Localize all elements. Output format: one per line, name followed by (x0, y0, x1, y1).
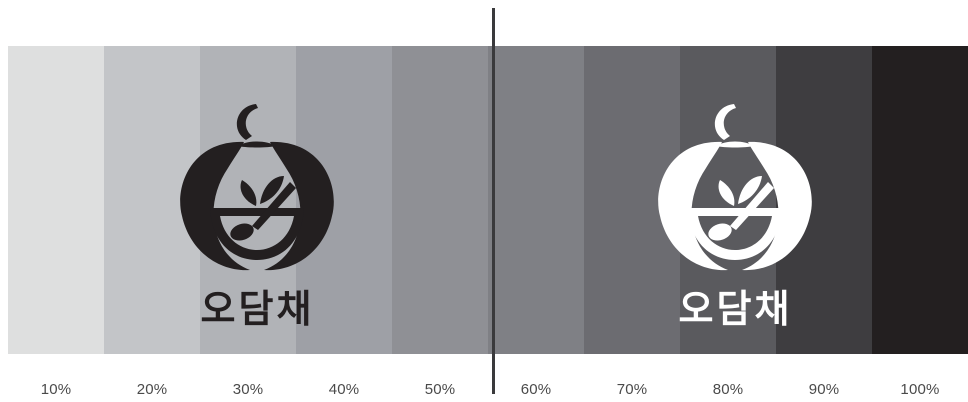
swatch-10 (8, 46, 104, 354)
pumpkin-bowl-logo-icon (658, 104, 812, 271)
brand-text-dark: 오담채 (200, 287, 315, 331)
swatch-50 (392, 46, 488, 354)
brand-text-light: 오담채 (678, 287, 793, 331)
swatch-label-50: 50% (424, 381, 456, 398)
swatch-label-40: 40% (328, 381, 360, 398)
swatch-60 (488, 46, 584, 354)
logo-dark (172, 96, 342, 326)
swatch-label-100: 100% (900, 381, 940, 398)
percentage-labels: 10% 20% 30% 40% 50% 60% 70% 80% 90% 100% (8, 381, 968, 398)
swatch-label-80: 80% (712, 381, 744, 398)
pumpkin-bowl-logo-icon (180, 104, 334, 271)
logo-light (650, 96, 820, 326)
swatch-100 (872, 46, 968, 354)
center-divider (492, 8, 495, 394)
swatch-label-20: 20% (136, 381, 168, 398)
swatch-label-70: 70% (616, 381, 648, 398)
gray-swatch-band (8, 46, 968, 354)
swatch-label-60: 60% (520, 381, 552, 398)
swatch-label-30: 30% (232, 381, 264, 398)
swatch-label-90: 90% (808, 381, 840, 398)
swatch-label-10: 10% (40, 381, 72, 398)
